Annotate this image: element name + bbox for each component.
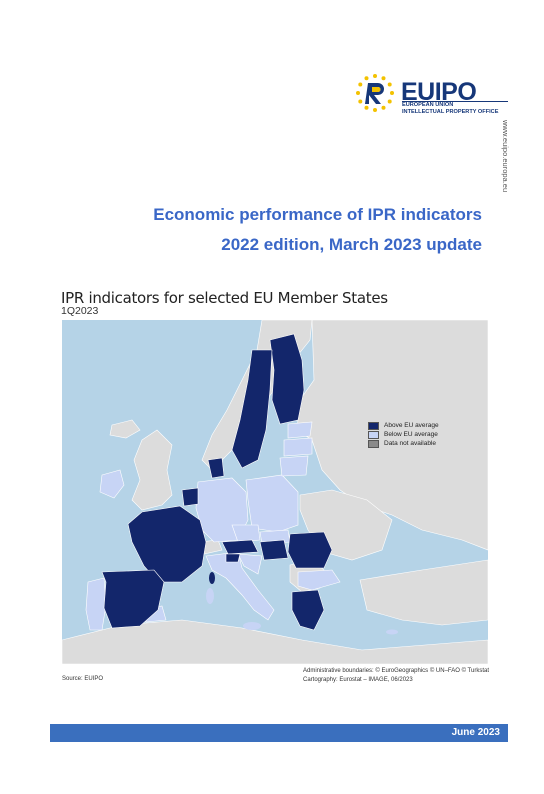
netherlands-region [181, 487, 199, 507]
sardinia-region [206, 588, 214, 604]
map-source: Source: EUIPO [62, 676, 104, 682]
europe-map: Above EU average Below EU average Data n… [62, 320, 488, 664]
portugal-region [85, 577, 107, 631]
map-legend: Above EU average Below EU average Data n… [368, 421, 439, 448]
legend-item-above: Above EU average [368, 421, 439, 430]
poland-region [245, 474, 299, 533]
euipo-logo: EUIPO EUROPEAN UNION INTELLECTUAL PROPER… [354, 72, 514, 122]
map-period: 1Q2023 [61, 305, 99, 317]
map-credits: Administrative boundaries: © EuroGeograp… [303, 668, 490, 683]
hungary-region [259, 539, 289, 561]
turkey-region [359, 559, 488, 626]
legend-item-na: Data not available [368, 439, 439, 448]
czechia-region [231, 524, 261, 543]
side-url: www.euipo.europa.eu [501, 120, 510, 193]
spain-region [101, 569, 165, 629]
legend-swatch-below [368, 430, 379, 439]
sicily-region [243, 622, 261, 630]
sweden-region [231, 349, 273, 469]
logo-divider [402, 101, 508, 102]
legend-item-below: Below EU average [368, 430, 439, 439]
lithuania-region [279, 455, 309, 477]
latvia-region [283, 437, 313, 457]
croatia-region [237, 553, 263, 575]
eu-stars-emblem-icon [356, 74, 394, 112]
greece-region [291, 589, 325, 631]
page-title: Economic performance of IPR indicators [153, 205, 482, 224]
austria-region [221, 539, 259, 555]
slovenia-region [225, 553, 241, 563]
romania-region [287, 531, 333, 569]
corsica-region [209, 572, 215, 584]
footer-bar: June 2023 [50, 724, 508, 742]
iceland-region [109, 419, 141, 439]
finland-region [269, 333, 305, 425]
map-heading: IPR indicators for selected EU Member St… [61, 289, 388, 307]
romania-side-bulgaria [297, 569, 341, 591]
legend-swatch-na [368, 439, 379, 448]
legend-swatch-above [368, 421, 379, 430]
italy-region [205, 551, 275, 621]
europe-map-svg [62, 320, 488, 664]
cyprus-region [386, 629, 398, 635]
page-subtitle: 2022 edition, March 2023 update [221, 235, 482, 254]
logo-subtitle: EUROPEAN UNION INTELLECTUAL PROPERTY OFF… [402, 102, 499, 115]
uk-region [131, 429, 173, 511]
estonia-region [287, 421, 313, 439]
footer-date: June 2023 [451, 727, 500, 738]
france-region [127, 505, 207, 583]
denmark-region [207, 457, 225, 479]
ireland-region [99, 469, 125, 499]
north-africa-region [62, 619, 488, 664]
